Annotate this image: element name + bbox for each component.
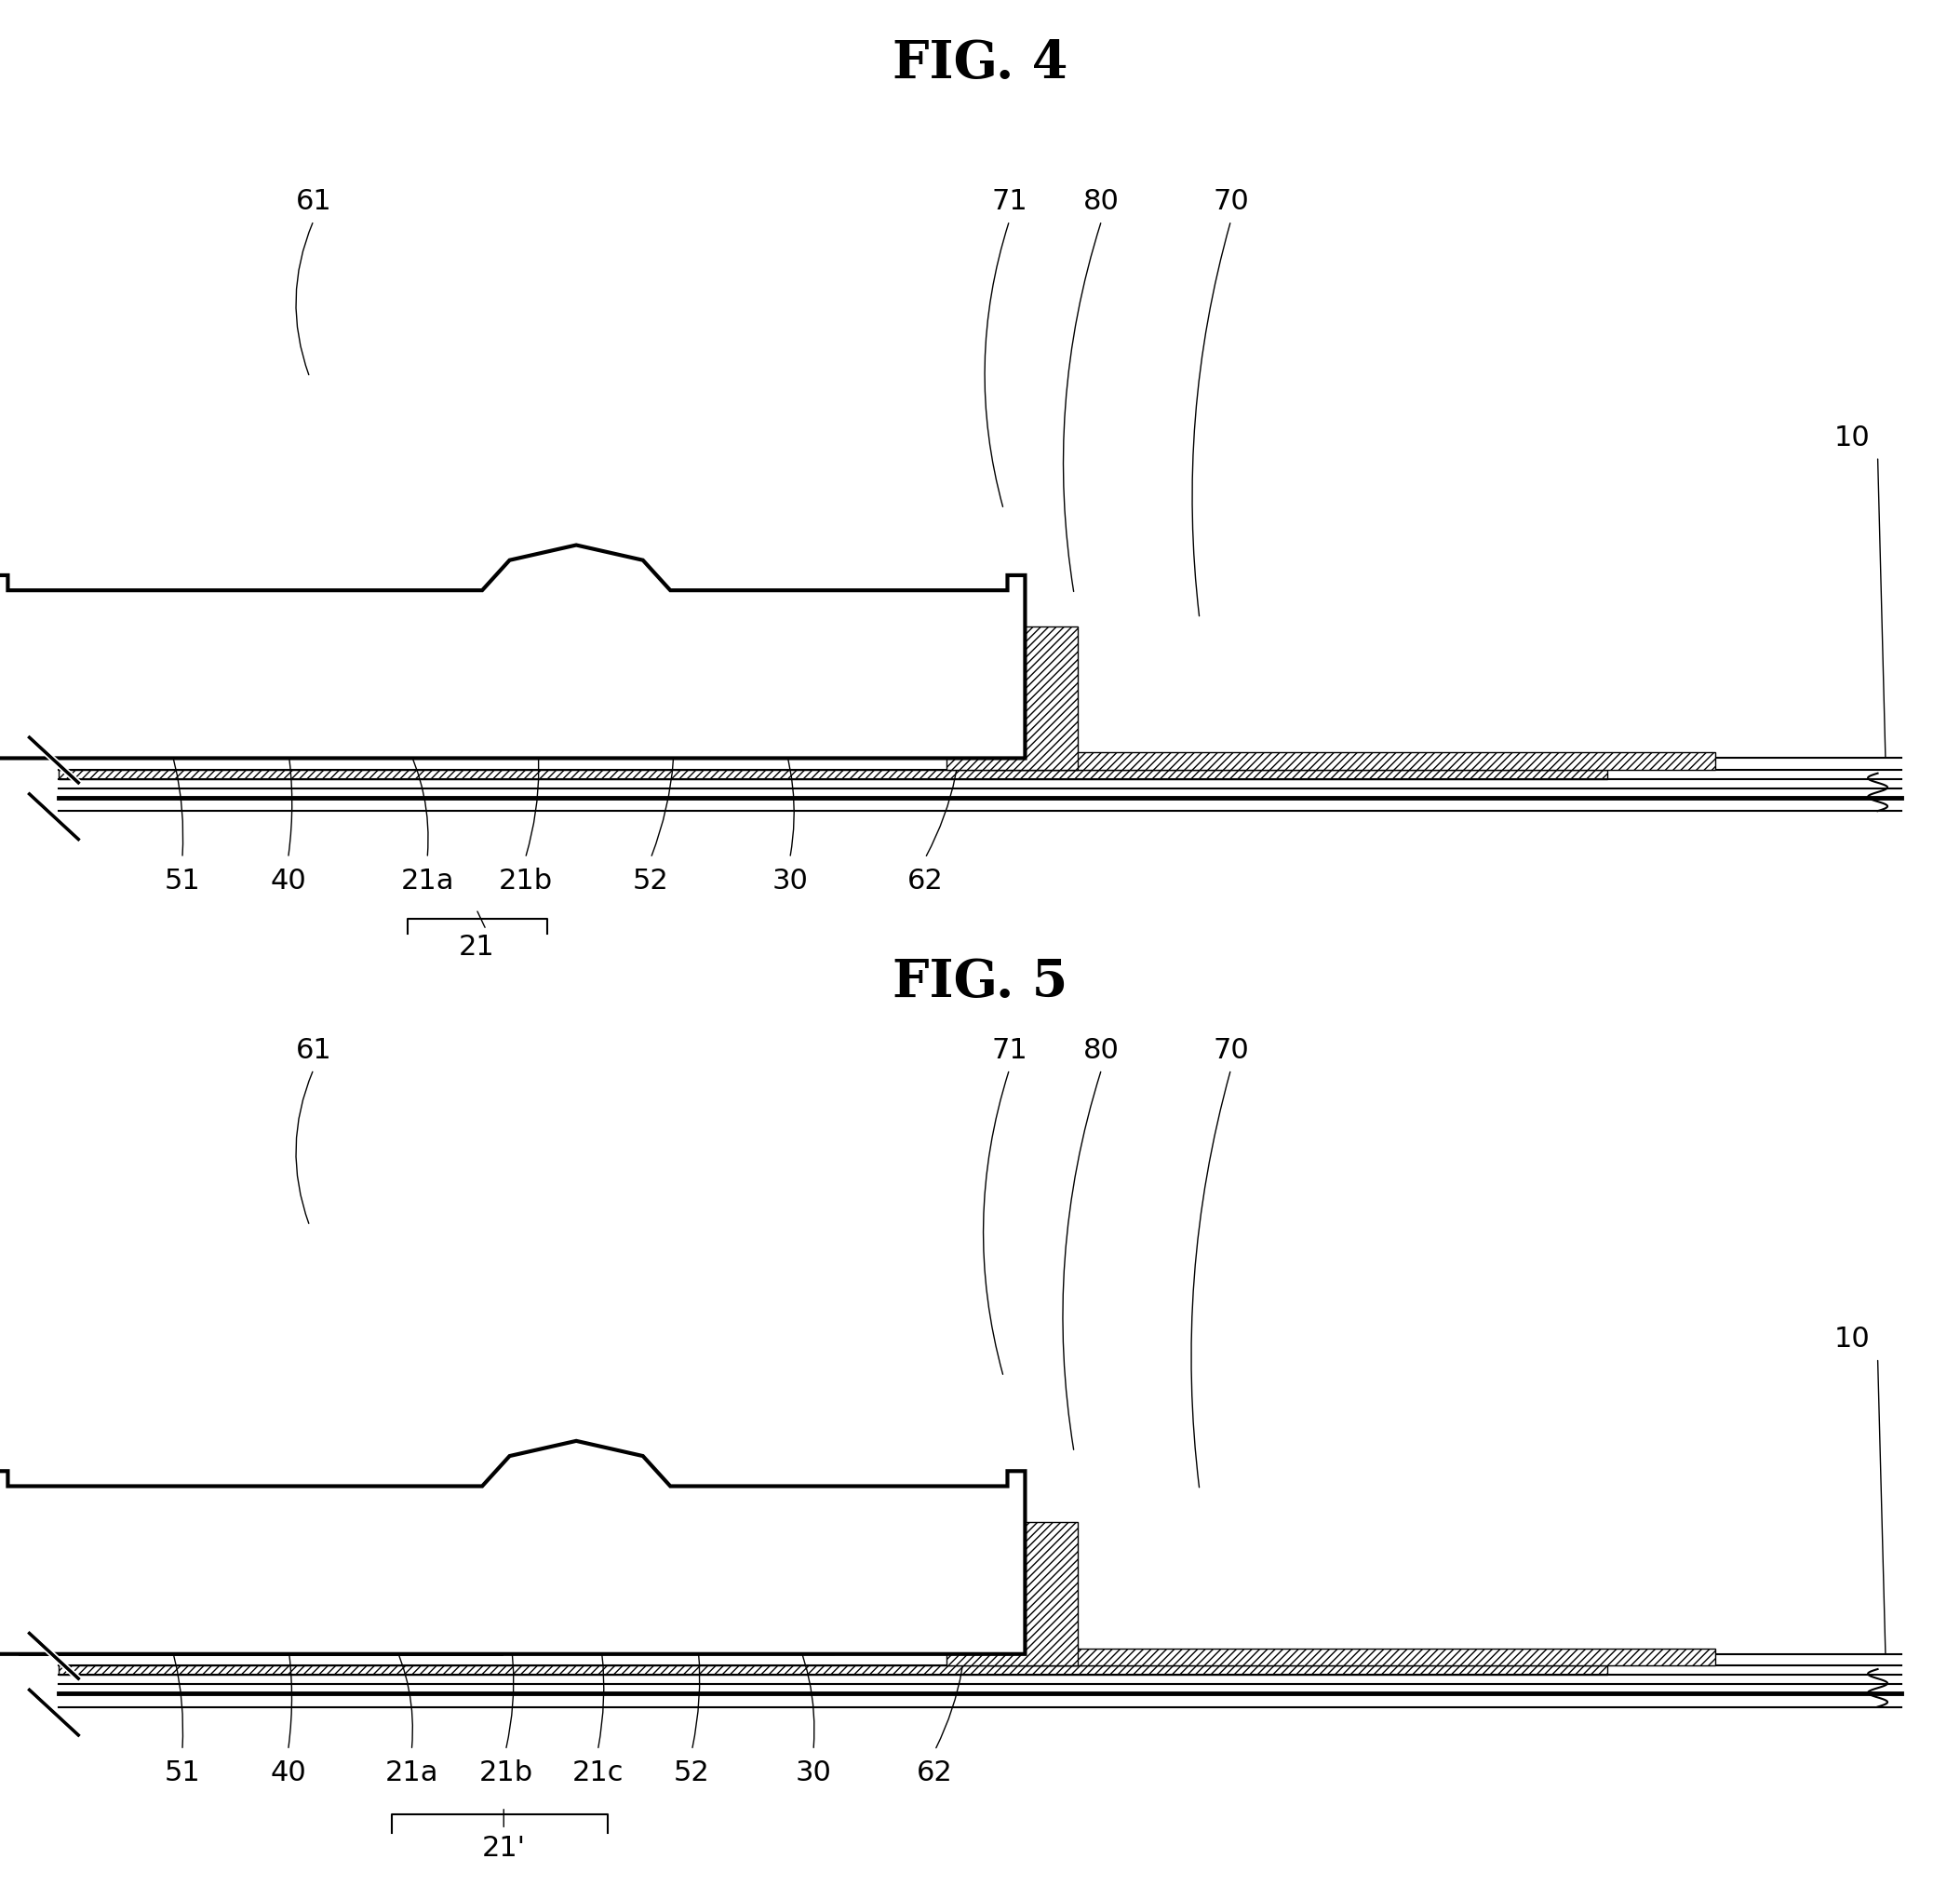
- Polygon shape: [947, 1522, 1078, 1665]
- Polygon shape: [627, 1560, 813, 1594]
- Text: 21b: 21b: [498, 868, 553, 894]
- Text: 80: 80: [1084, 1037, 1119, 1064]
- Text: 80: 80: [1084, 189, 1119, 215]
- Polygon shape: [990, 1648, 1715, 1665]
- Polygon shape: [947, 626, 1078, 769]
- Text: 21a: 21a: [400, 868, 455, 894]
- Text: 62: 62: [917, 1760, 953, 1786]
- Polygon shape: [627, 626, 917, 664]
- Text: 10: 10: [1835, 424, 1870, 451]
- Text: 30: 30: [772, 868, 808, 894]
- Polygon shape: [608, 1541, 813, 1560]
- Text: 10: 10: [1835, 1326, 1870, 1352]
- Polygon shape: [20, 1497, 996, 1654]
- Text: 61: 61: [296, 189, 331, 215]
- Text: 70: 70: [1213, 189, 1249, 215]
- Text: FIG. 4: FIG. 4: [892, 38, 1068, 91]
- Polygon shape: [98, 626, 525, 664]
- Text: 52: 52: [674, 1760, 710, 1786]
- Text: 61: 61: [296, 1037, 331, 1064]
- Text: 21: 21: [459, 934, 494, 960]
- Polygon shape: [627, 1522, 917, 1560]
- Polygon shape: [323, 664, 525, 698]
- Text: 40: 40: [270, 1760, 306, 1786]
- Polygon shape: [627, 664, 813, 698]
- Polygon shape: [323, 1541, 545, 1560]
- Text: 71: 71: [992, 1037, 1027, 1064]
- Text: 52: 52: [633, 868, 668, 894]
- Polygon shape: [59, 769, 1607, 779]
- Text: 21': 21': [482, 1835, 525, 1861]
- Polygon shape: [98, 1522, 525, 1560]
- Polygon shape: [323, 1560, 525, 1594]
- Polygon shape: [59, 1665, 1607, 1675]
- Text: 21b: 21b: [478, 1760, 533, 1786]
- Text: 40: 40: [270, 868, 306, 894]
- Polygon shape: [0, 1441, 1025, 1654]
- Polygon shape: [304, 1594, 833, 1654]
- Polygon shape: [20, 602, 996, 758]
- Text: 21c: 21c: [572, 1760, 623, 1786]
- Polygon shape: [0, 545, 1025, 758]
- Text: 21a: 21a: [384, 1760, 439, 1786]
- Text: 62: 62: [907, 868, 943, 894]
- Text: 70: 70: [1213, 1037, 1249, 1064]
- Text: 30: 30: [796, 1760, 831, 1786]
- Text: 71: 71: [992, 189, 1027, 215]
- Polygon shape: [304, 698, 833, 758]
- Polygon shape: [990, 753, 1715, 769]
- Text: 51: 51: [165, 868, 200, 894]
- Text: 51: 51: [165, 1760, 200, 1786]
- Text: FIG. 5: FIG. 5: [892, 956, 1068, 1009]
